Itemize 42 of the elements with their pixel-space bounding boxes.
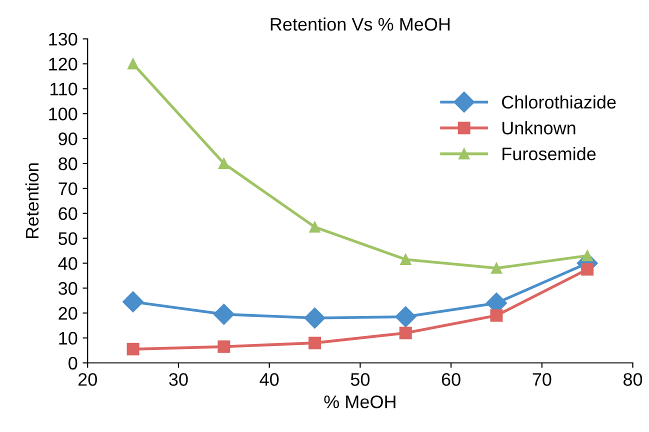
x-axis-title: % MeOH <box>324 395 396 408</box>
point <box>490 262 502 274</box>
point <box>126 342 140 356</box>
point <box>218 158 230 170</box>
y-tick-label: 130 <box>49 32 78 46</box>
y-tick-label: 120 <box>49 58 78 71</box>
point <box>304 308 326 329</box>
x-tick-label: 80 <box>624 373 642 386</box>
y-tick-label: 80 <box>58 157 78 170</box>
point <box>399 326 412 340</box>
legend-label: Chlorothiazide <box>502 95 616 109</box>
y-tick-label: 110 <box>50 82 78 96</box>
legend-label: Furosemide <box>502 147 596 160</box>
y-tick-label: 90 <box>58 132 78 146</box>
point <box>395 306 416 328</box>
y-tick-label: 40 <box>58 257 78 270</box>
y-tick-label: 70 <box>58 182 78 196</box>
point <box>122 291 144 312</box>
point <box>400 254 412 266</box>
legend-label: Unknown <box>502 121 576 134</box>
y-tick-label: 20 <box>58 306 78 320</box>
point <box>308 336 322 350</box>
y-tick-label: 60 <box>58 207 78 220</box>
y-tick-label: 30 <box>58 282 78 295</box>
y-axis-title: Retention <box>25 163 39 238</box>
point <box>218 340 230 353</box>
y-tick-label: 0 <box>68 356 78 370</box>
point <box>309 221 320 233</box>
x-tick-label: 70 <box>532 373 552 386</box>
x-tick-label: 60 <box>442 373 460 386</box>
x-tick-label: 40 <box>260 373 279 386</box>
point <box>490 309 503 322</box>
point <box>213 304 234 325</box>
y-tick-label: 100 <box>49 108 78 120</box>
y-tick-label: 10 <box>59 332 78 345</box>
x-tick-label: 20 <box>78 373 97 386</box>
chart-title: Retention Vs % MeOH <box>270 17 450 31</box>
x-tick-label: 50 <box>350 373 370 386</box>
point <box>127 58 139 70</box>
x-tick-label: 30 <box>169 373 188 386</box>
y-tick-label: 50 <box>58 232 78 245</box>
point <box>581 263 594 276</box>
